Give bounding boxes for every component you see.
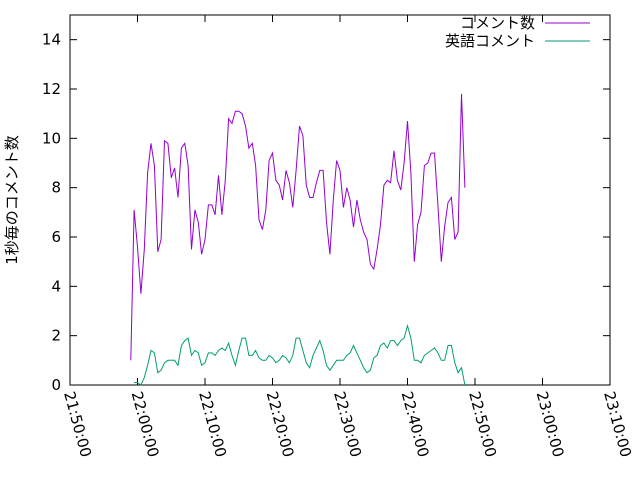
legend-label-0: コメント数 — [460, 14, 535, 32]
series-line-1 — [134, 323, 466, 386]
y-tick-label: 10 — [42, 129, 61, 147]
chart-axes: 0 2 4 6 8 10 12 14 21:50:00 22:00:00 22:10:00 22:20… — [42, 14, 635, 459]
x-tick-label: 22:50:00 — [465, 389, 500, 459]
y-tick-label: 12 — [42, 80, 61, 98]
y-tick-label: 2 — [51, 327, 61, 345]
x-tick-label: 23:00:00 — [533, 389, 568, 459]
y-tick-label: 0 — [51, 376, 61, 394]
y-tick-label: 8 — [51, 179, 61, 197]
x-tick-label: 22:20:00 — [263, 389, 298, 459]
plot-frame — [69, 14, 611, 386]
x-tick-label: 22:40:00 — [398, 389, 433, 459]
x-tick-label: 22:00:00 — [128, 389, 163, 459]
y-tick-label: 14 — [42, 31, 61, 49]
legend-label-1: 英語コメント — [445, 32, 535, 50]
series-line-0 — [130, 93, 466, 361]
plot-area — [130, 93, 466, 386]
y-axis-label: 1秒毎のコメント数 — [3, 135, 21, 265]
y-tick-label: 4 — [51, 277, 61, 295]
x-tick-label: 23:10:00 — [600, 389, 635, 459]
x-tick-label: 22:30:00 — [330, 389, 365, 459]
x-tick-label: 21:50:00 — [60, 389, 95, 459]
y-tick-label: 6 — [51, 228, 61, 246]
x-tick-label: 22:10:00 — [195, 389, 230, 459]
